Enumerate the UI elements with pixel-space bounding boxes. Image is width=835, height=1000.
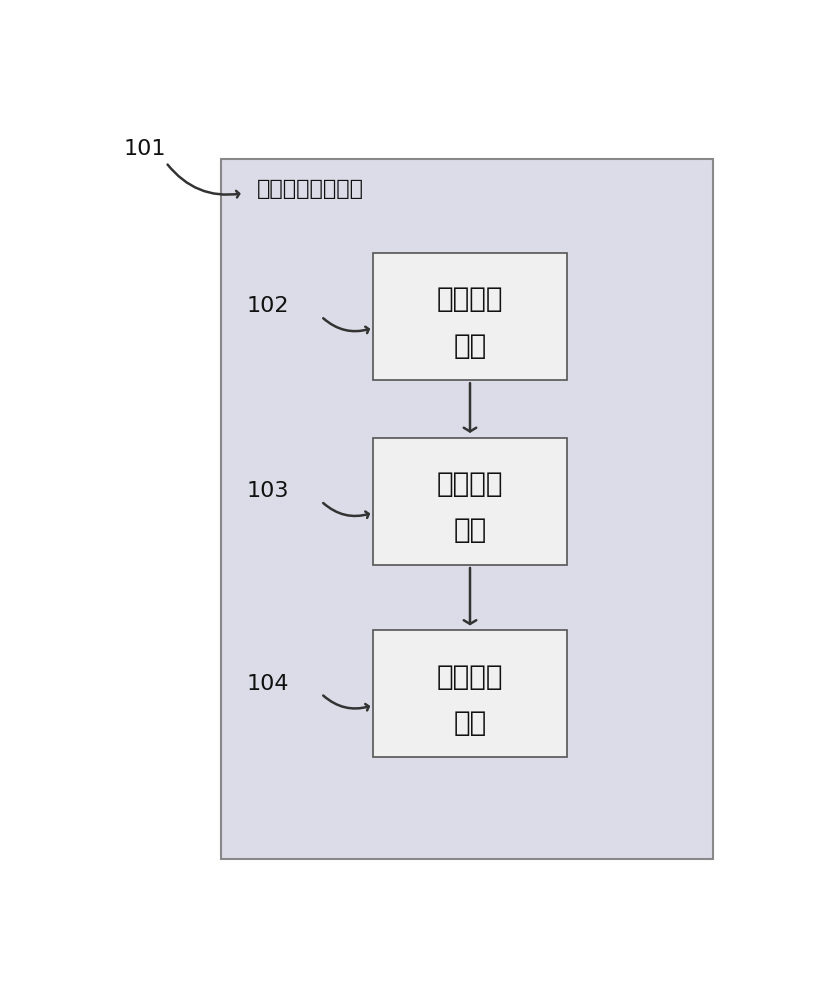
FancyBboxPatch shape bbox=[220, 158, 713, 859]
Text: 102: 102 bbox=[246, 296, 289, 316]
FancyArrowPatch shape bbox=[323, 696, 369, 710]
FancyBboxPatch shape bbox=[373, 630, 567, 757]
Text: 数据分析: 数据分析 bbox=[437, 470, 504, 498]
FancyArrowPatch shape bbox=[323, 318, 369, 333]
FancyArrowPatch shape bbox=[323, 503, 369, 518]
FancyArrowPatch shape bbox=[168, 165, 239, 197]
Text: 104: 104 bbox=[246, 674, 289, 694]
Text: 攻击判定: 攻击判定 bbox=[437, 663, 504, 691]
FancyBboxPatch shape bbox=[373, 253, 567, 380]
Text: 数据收集: 数据收集 bbox=[437, 285, 504, 313]
Text: 干扰攻击检测模块: 干扰攻击检测模块 bbox=[256, 179, 363, 199]
Text: 模块: 模块 bbox=[453, 709, 487, 737]
Text: 101: 101 bbox=[124, 139, 166, 159]
Text: 103: 103 bbox=[246, 481, 289, 501]
Text: 模块: 模块 bbox=[453, 516, 487, 544]
Text: 模块: 模块 bbox=[453, 332, 487, 360]
FancyBboxPatch shape bbox=[373, 438, 567, 565]
